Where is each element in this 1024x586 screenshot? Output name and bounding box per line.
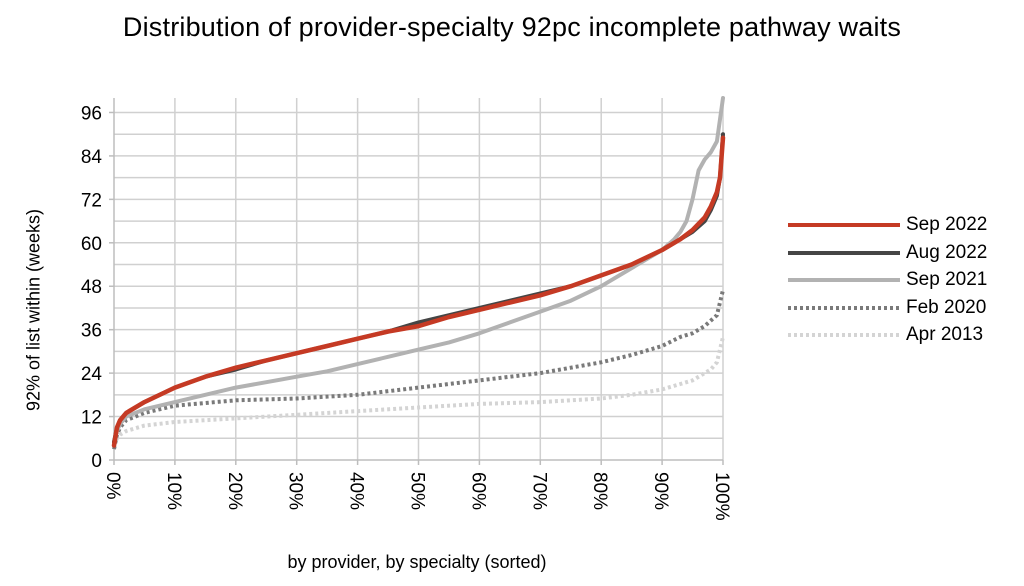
series-line-apr-2013 bbox=[112, 336, 725, 447]
series-line-sep-2021 bbox=[112, 96, 725, 444]
y-axis-label: 92% of list within (weeks) bbox=[23, 208, 44, 412]
grid-layer bbox=[114, 98, 724, 460]
legend-swatch bbox=[788, 305, 900, 310]
legend-label: Sep 2022 bbox=[906, 214, 988, 235]
y-tick-label: 36 bbox=[81, 321, 102, 342]
series-layer bbox=[111, 96, 726, 450]
legend-item: Feb 2020 bbox=[788, 295, 987, 321]
y-tick-label: 96 bbox=[81, 103, 102, 124]
x-tick-label: 40% bbox=[346, 472, 367, 510]
x-tick-label: 30% bbox=[285, 472, 306, 510]
y-tick-label: 60 bbox=[81, 234, 102, 255]
x-tick-label: 60% bbox=[467, 472, 488, 510]
legend-swatch bbox=[788, 250, 900, 255]
x-tick-label: 70% bbox=[528, 472, 549, 510]
legend-item: Aug 2022 bbox=[788, 240, 987, 266]
legend-item: Apr 2013 bbox=[788, 322, 987, 348]
legend: Sep 2022 Aug 2022 Sep 2021 Feb 2020 Apr 2013 bbox=[788, 212, 987, 350]
y-tick-label: 48 bbox=[81, 277, 102, 298]
legend-label: Sep 2021 bbox=[906, 269, 988, 290]
legend-label: Feb 2020 bbox=[906, 296, 987, 318]
legend-item: Sep 2022 bbox=[788, 212, 987, 238]
chart-title: Distribution of provider-specialty 92pc … bbox=[122, 12, 902, 42]
legend-item: Sep 2021 bbox=[788, 267, 987, 293]
y-tick-label: 12 bbox=[81, 408, 102, 429]
x-tick-label: 0% bbox=[102, 472, 123, 500]
x-tick-label: 20% bbox=[224, 472, 245, 510]
x-tick-label: 10% bbox=[163, 472, 184, 510]
y-tick-label: 0 bbox=[91, 451, 102, 472]
x-tick-label: 90% bbox=[650, 472, 671, 510]
x-tick-label: 100% bbox=[711, 472, 732, 521]
x-tick-label: 50% bbox=[407, 472, 428, 510]
y-tick-label: 84 bbox=[81, 147, 103, 168]
axis-layer bbox=[109, 98, 724, 465]
series-line-sep-2022 bbox=[111, 135, 726, 448]
x-axis-label: by provider, by specialty (sorted) bbox=[287, 552, 547, 572]
tick-layer: 0 12 24 36 48 60 72 84 96 0% 10% 20% 30% 40% 50% 60% 70%… bbox=[81, 103, 732, 520]
legend-swatch bbox=[788, 278, 900, 282]
y-tick-label: 72 bbox=[81, 190, 102, 211]
x-tick-label: 80% bbox=[589, 472, 610, 510]
legend-label: Aug 2022 bbox=[906, 241, 988, 263]
legend-swatch bbox=[788, 223, 900, 227]
y-tick-label: 24 bbox=[81, 364, 103, 385]
legend-label: Apr 2013 bbox=[906, 324, 984, 345]
legend-swatch bbox=[788, 333, 900, 337]
y-axis-label-container: 92% of list within (weeks) bbox=[14, 180, 54, 440]
